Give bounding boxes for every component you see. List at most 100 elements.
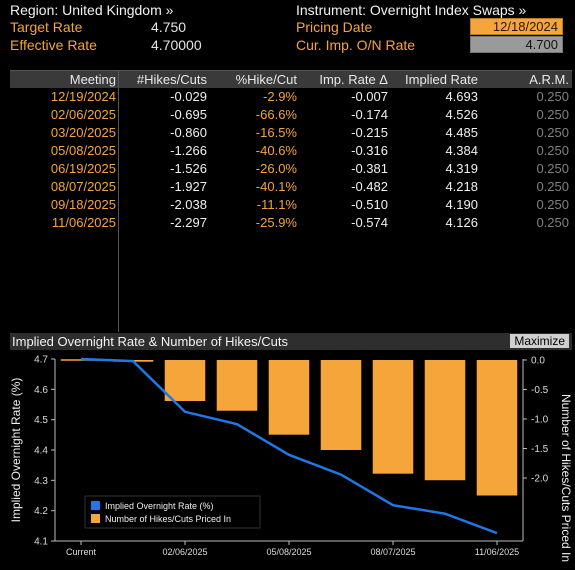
right-tick-label: -1.5 <box>531 444 549 455</box>
col-meeting[interactable]: Meeting <box>69 72 116 87</box>
left-tick-label: 4.2 <box>34 506 48 517</box>
table-row[interactable]: 02/06/2025 -0.695 -66.6% -0.174 4.526 0.250 <box>10 106 572 124</box>
hikes-cuts-value: -1.526 <box>170 161 207 176</box>
arm-value: 0.250 <box>536 143 569 158</box>
table-row[interactable]: 08/07/2025 -1.927 -40.1% -0.482 4.218 0.250 <box>10 178 572 196</box>
implied-rate-value: 4.693 <box>445 89 478 104</box>
left-tick-label: 4.1 <box>34 537 48 548</box>
col-implied-rate[interactable]: Implied Rate <box>405 72 478 87</box>
cur-imp-rate-input[interactable]: 4.700 <box>470 36 563 53</box>
implied-rate-value: 4.190 <box>445 197 478 212</box>
hikes-bar <box>268 360 310 435</box>
right-tick-label: 0.0 <box>531 356 545 367</box>
pct-hike-cut-value: -25.9% <box>255 215 297 230</box>
maximize-button[interactable]: Maximize <box>510 334 569 348</box>
hikes-bar <box>320 360 362 451</box>
implied-rate-value: 4.384 <box>445 143 478 158</box>
x-tick-label: 11/06/2025 <box>475 547 519 557</box>
target-rate-value: 4.750 <box>151 19 187 35</box>
arm-value: 0.250 <box>536 125 569 140</box>
chart-title: Implied Overnight Rate & Number of Hikes… <box>12 334 288 349</box>
table-row[interactable]: 09/18/2025 -2.038 -11.1% -0.510 4.190 0.250 <box>10 196 572 214</box>
left-tick-label: 4.3 <box>34 476 48 487</box>
imp-rate-delta-value: -0.574 <box>351 215 388 230</box>
hikes-cuts-value: -0.860 <box>170 125 207 140</box>
pct-hike-cut-value: -2.9% <box>263 89 297 104</box>
meeting-date: 11/06/2025 <box>51 215 116 230</box>
arm-value: 0.250 <box>536 161 569 176</box>
meeting-date: 05/08/2025 <box>50 143 116 158</box>
left-tick-label: 4.4 <box>34 446 48 457</box>
meeting-date: 02/06/2025 <box>50 107 116 122</box>
col-imp-rate-delta[interactable]: Imp. Rate Δ <box>319 72 388 87</box>
region-selector[interactable]: Region: United Kingdom » <box>10 2 174 18</box>
imp-rate-delta-value: -0.215 <box>351 125 388 140</box>
legend-swatch-hikes <box>91 514 100 523</box>
imp-rate-delta-value: -0.510 <box>351 197 388 212</box>
table-row[interactable]: 06/19/2025 -1.526 -26.0% -0.381 4.319 0.250 <box>10 160 572 178</box>
pct-hike-cut-value: -11.1% <box>256 197 297 212</box>
left-tick-label: 4.6 <box>34 385 48 396</box>
hikes-bar <box>476 360 518 496</box>
meeting-date: 09/18/2025 <box>50 197 116 212</box>
hikes-cuts-value: -1.927 <box>170 179 207 194</box>
meeting-date: 08/07/2025 <box>50 179 116 194</box>
effective-rate-label: Effective Rate <box>10 37 97 53</box>
table-row[interactable]: 05/08/2025 -1.266 -40.6% -0.316 4.384 0.250 <box>10 142 572 160</box>
implied-rate-value: 4.126 <box>445 215 478 230</box>
left-tick-label: 4.7 <box>34 355 48 366</box>
imp-rate-delta-value: -0.007 <box>351 89 388 104</box>
hikes-cuts-value: -2.297 <box>170 215 207 230</box>
legend-label-hikes: Number of Hikes/Cuts Priced In <box>105 514 231 524</box>
x-tick-label: 08/07/2025 <box>370 547 415 557</box>
col-hikes-cuts[interactable]: #Hikes/Cuts <box>136 72 207 87</box>
hikes-cuts-value: -0.029 <box>170 89 207 104</box>
col-arm[interactable]: A.R.M. <box>529 72 569 87</box>
arm-value: 0.250 <box>536 89 569 104</box>
arm-value: 0.250 <box>536 215 569 230</box>
pct-hike-cut-value: -40.1% <box>255 179 297 194</box>
legend-label-rate: Implied Overnight Rate (%) <box>105 501 214 511</box>
implied-rate-value: 4.485 <box>445 125 478 140</box>
table-row[interactable]: 03/20/2025 -0.860 -16.5% -0.215 4.485 0.250 <box>10 124 572 142</box>
imp-rate-delta-value: -0.316 <box>351 143 388 158</box>
table-row[interactable]: 11/06/2025 -2.297 -25.9% -0.574 4.126 0.250 <box>10 214 572 232</box>
pct-hike-cut-value: -16.5% <box>255 125 297 140</box>
meeting-date: 12/19/2024 <box>50 89 116 104</box>
col-pct-hike-cut[interactable]: %Hike/Cut <box>235 72 297 87</box>
instrument-selector[interactable]: Instrument: Overnight Index Swaps » <box>296 2 527 18</box>
left-tick-label: 4.5 <box>34 415 48 426</box>
imp-rate-delta-value: -0.381 <box>351 161 388 176</box>
left-axis-title: Implied Overnight Rate (%) <box>9 378 23 523</box>
column-divider <box>118 70 119 332</box>
right-tick-label: -2.0 <box>531 474 549 485</box>
x-tick-label: 05/08/2025 <box>266 547 311 557</box>
arm-value: 0.250 <box>536 179 569 194</box>
imp-rate-delta-value: -0.482 <box>351 179 388 194</box>
pricing-date-input[interactable]: 12/18/2024 <box>470 18 563 35</box>
hikes-bar <box>216 360 258 411</box>
pct-hike-cut-value: -40.6% <box>255 143 297 158</box>
hikes-bar <box>424 360 466 481</box>
legend-swatch-rate <box>91 501 100 510</box>
hikes-cuts-value: -0.695 <box>170 107 207 122</box>
effective-rate-value: 4.70000 <box>151 37 202 53</box>
table-header: Meeting #Hikes/Cuts %Hike/Cut Imp. Rate … <box>10 70 572 88</box>
x-tick-label: Current <box>66 547 97 557</box>
imp-rate-delta-value: -0.174 <box>351 107 388 122</box>
arm-value: 0.250 <box>536 107 569 122</box>
pricing-date-label: Pricing Date <box>296 19 373 35</box>
hikes-cuts-value: -1.266 <box>170 143 207 158</box>
x-tick-label: 02/06/2025 <box>162 547 207 557</box>
arm-value: 0.250 <box>536 197 569 212</box>
table-row[interactable]: 12/19/2024 -0.029 -2.9% -0.007 4.693 0.250 <box>10 88 572 106</box>
right-tick-label: -0.5 <box>531 385 549 396</box>
chart-title-bar: Implied Overnight Rate & Number of Hikes… <box>10 333 572 350</box>
meeting-date: 03/20/2025 <box>50 125 116 140</box>
hikes-bar <box>164 360 206 402</box>
hikes-bar <box>372 360 414 474</box>
implied-rate-value: 4.218 <box>445 179 478 194</box>
cur-imp-rate-label: Cur. Imp. O/N Rate <box>296 37 416 53</box>
target-rate-label: Target Rate <box>10 19 83 35</box>
rate-chart: 4.7 4.6 4.5 4.4 4.3 4.2 4.1 0.0 -0.5 -1.0 -1.5 -2.0… <box>9 355 573 563</box>
